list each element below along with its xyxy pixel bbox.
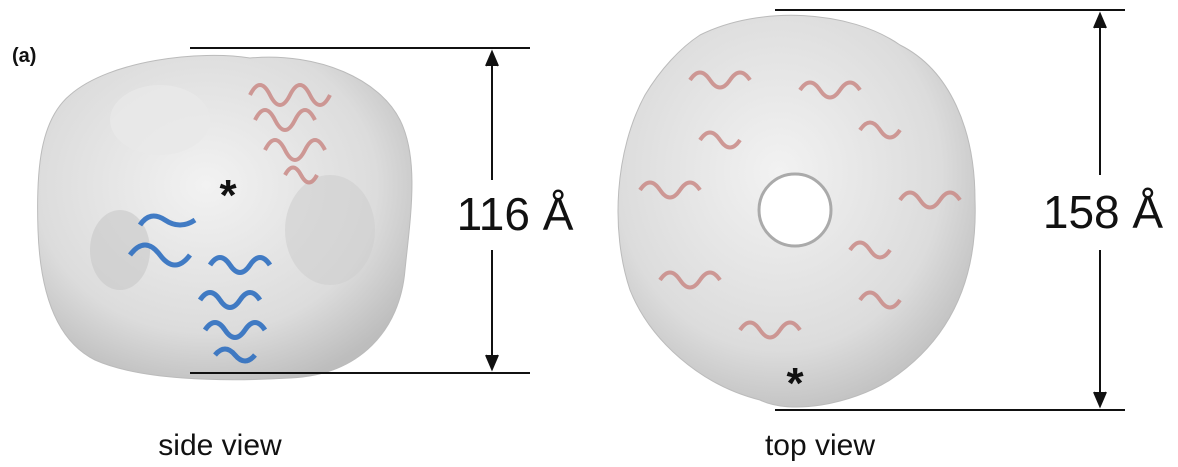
dimension-label: 116 Å [457,188,574,240]
figure: (a) * * 116 Å 158 Å side view top view [0,0,1178,467]
asterisk: * [786,359,804,408]
caption: side view [158,429,282,462]
caption: top view [765,429,875,462]
asterisk: * [219,171,237,220]
dimension-label: 158 Å [1043,186,1164,238]
top-view-map [618,15,975,407]
panel-label: (a) [12,45,36,67]
central-pore [759,174,831,246]
